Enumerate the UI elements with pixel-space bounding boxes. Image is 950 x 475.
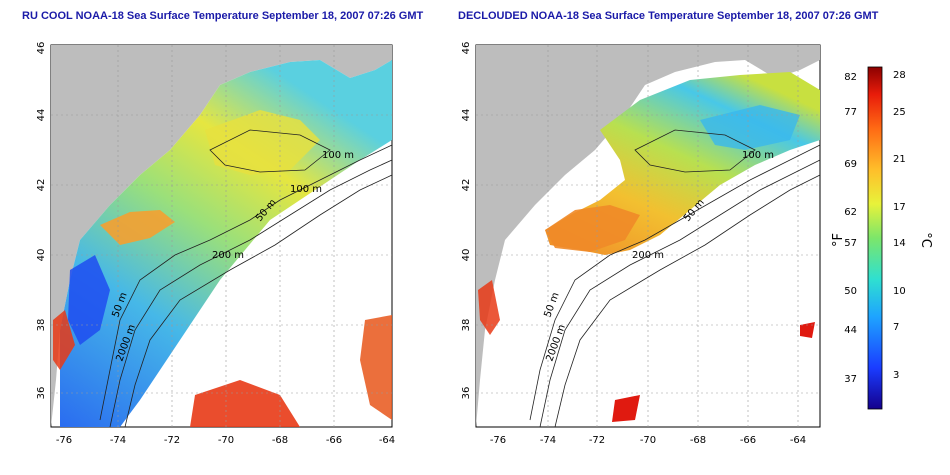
right-x-axis: -76 -74 -72 -70 -68 -66 -64 [490,435,806,446]
left-grid [51,45,392,427]
right-warm-patch [545,205,640,252]
y-tick-label: 46 [36,42,47,55]
colorbar: 82 77 69 62 57 50 44 37 28 25 21 17 14 1… [831,66,933,410]
f-tick-label: 44 [844,325,857,336]
right-panel-title: DECLOUDED NOAA-18 Sea Surface Temperatur… [458,10,879,22]
f-tick-label: 57 [844,238,857,249]
left-contour-label: 200 m [212,250,244,261]
colorbar-c-ticks: 28 25 21 17 14 10 7 3 [893,70,906,381]
y-tick-label: 42 [36,179,47,192]
c-tick-label: 10 [893,286,906,297]
left-contour-label: 100 m [290,184,322,195]
right-map-panel: 100 m 50 m 200 m 50 m 2000 m -76 -74 -72… [461,42,821,446]
y-tick-label: 44 [461,109,472,122]
left-y-axis: 36 38 40 42 44 46 [36,42,47,400]
right-cool-patch [700,105,800,150]
left-map-panel: 100 m 100 m 50 m 200 m 50 m 2000 m -76 -… [36,42,395,446]
left-warm-patch [100,210,175,245]
left-sst-field [60,60,392,427]
y-tick-label: 40 [461,249,472,262]
right-grid [476,45,820,427]
f-tick-label: 62 [844,207,857,218]
left-x-axis: -76 -74 -72 -70 -68 -66 -64 [56,435,395,446]
f-tick-label: 37 [844,374,857,385]
left-land-area [51,45,392,427]
right-bathymetry-contours [529,129,821,428]
x-tick-label: -68 [272,435,288,446]
f-tick-label: 82 [844,72,857,83]
left-panel-title: RU COOL NOAA-18 Sea Surface Temperature … [22,10,424,22]
left-hot-patch-coast [53,310,75,370]
f-tick-label: 77 [844,107,857,118]
x-tick-label: -64 [379,435,395,446]
y-tick-label: 38 [461,319,472,332]
f-tick-label: 50 [844,286,857,297]
right-contour-label: 200 m [632,250,664,261]
colorbar-f-ticks: 82 77 69 62 57 50 44 37 [844,72,857,385]
left-warm-patch-gom [205,110,320,175]
c-tick-label: 14 [893,238,906,249]
celsius-unit-label: °C [918,232,933,248]
x-tick-label: -76 [56,435,72,446]
colorbar-gradient [867,66,883,410]
x-tick-label: -68 [690,435,706,446]
x-tick-label: -72 [164,435,180,446]
c-tick-label: 28 [893,70,906,81]
f-tick-label: 69 [844,159,857,170]
c-tick-label: 7 [893,322,899,333]
x-tick-label: -76 [490,435,506,446]
x-tick-label: -72 [589,435,605,446]
x-tick-label: -64 [790,435,806,446]
x-tick-label: -66 [740,435,756,446]
left-cool-patch [68,255,110,345]
left-hot-patch-south [190,380,300,427]
right-contour-label: 100 m [742,150,774,161]
right-y-axis: 36 38 40 42 44 46 [461,42,472,400]
x-tick-label: -74 [540,435,556,446]
y-tick-label: 36 [36,387,47,400]
x-tick-label: -66 [326,435,342,446]
c-tick-label: 21 [893,154,906,165]
right-hot-patch-coast [478,280,500,335]
y-tick-label: 42 [461,179,472,192]
c-tick-label: 25 [893,107,906,118]
x-tick-label: -70 [218,435,234,446]
y-tick-label: 44 [36,109,47,122]
fahrenheit-unit-label: °F [831,233,846,247]
c-tick-label: 17 [893,202,906,213]
y-tick-label: 46 [461,42,472,55]
left-hot-patch-east [360,315,392,420]
left-bathymetry-contours [99,129,393,428]
y-tick-label: 38 [36,319,47,332]
y-tick-label: 40 [36,249,47,262]
c-tick-label: 3 [893,370,899,381]
x-tick-label: -70 [640,435,656,446]
y-tick-label: 36 [461,387,472,400]
right-hot-patch-east [800,322,815,338]
right-hot-patch-south [612,395,640,422]
left-contour-label: 100 m [322,150,354,161]
x-tick-label: -74 [110,435,126,446]
right-land-area [476,45,820,427]
